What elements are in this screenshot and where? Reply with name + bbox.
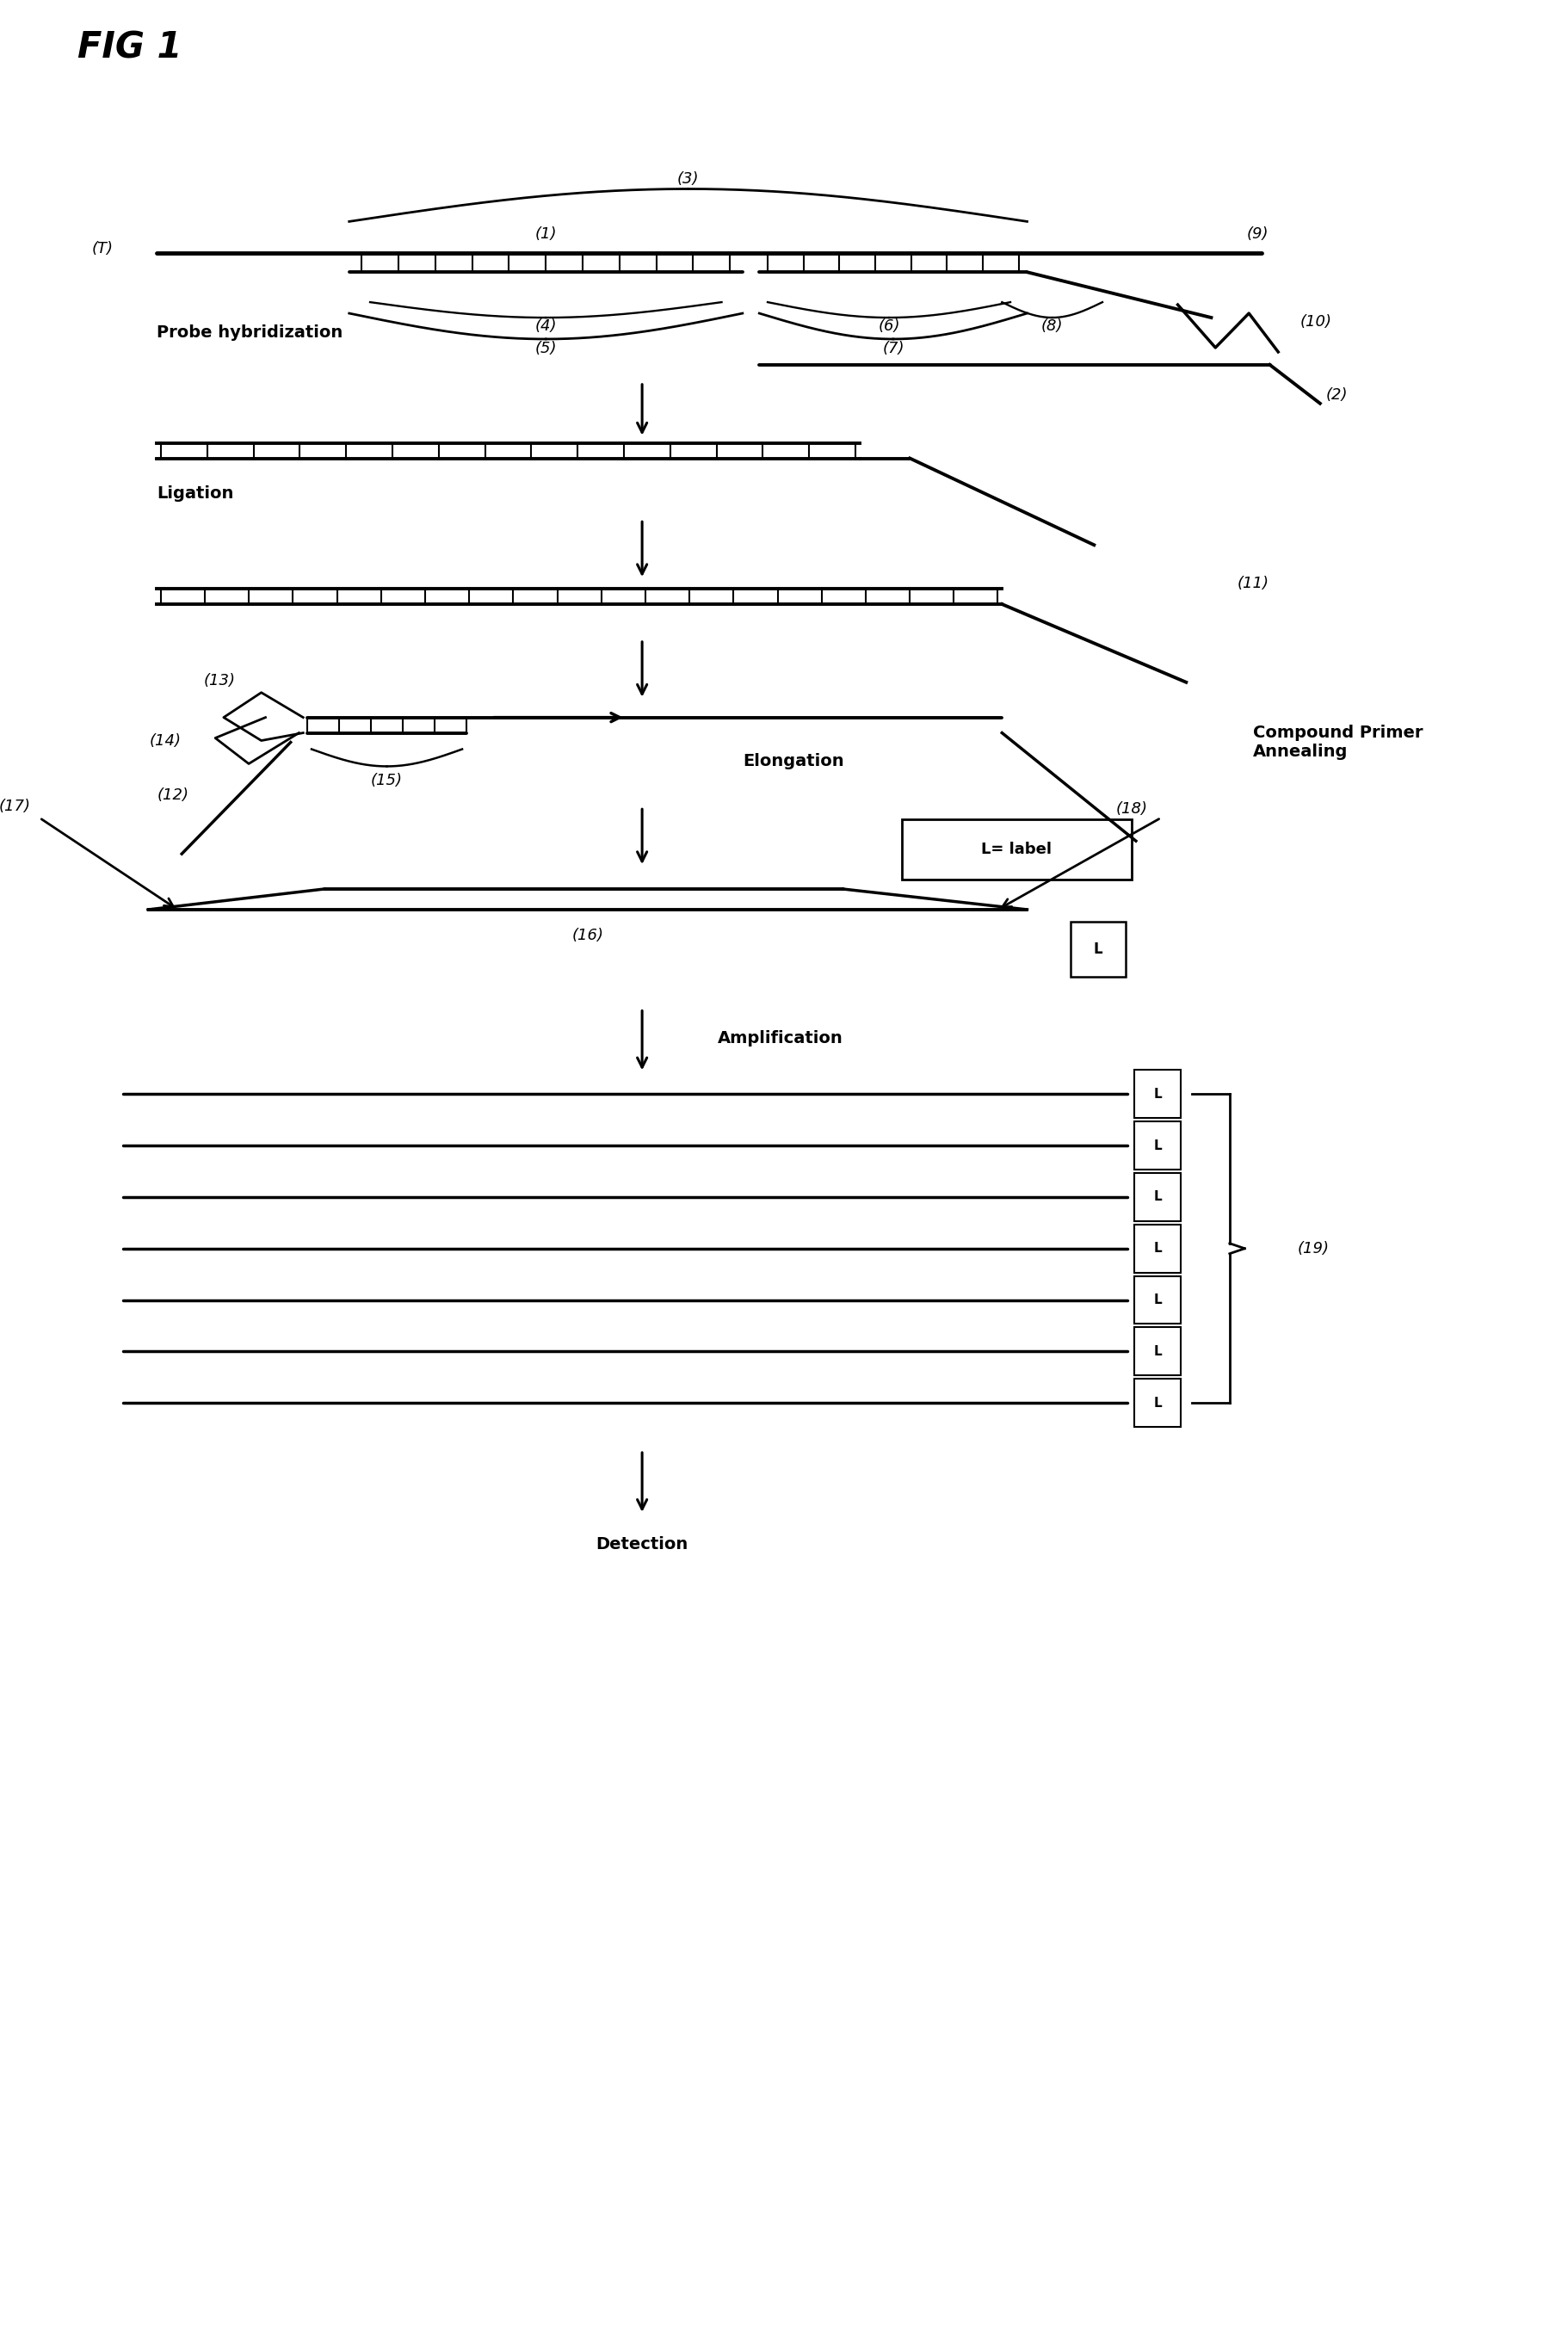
Text: (7): (7): [883, 340, 905, 357]
FancyBboxPatch shape: [1134, 1121, 1181, 1171]
Text: (15): (15): [372, 774, 403, 788]
Text: (17): (17): [0, 800, 30, 814]
Text: (2): (2): [1327, 387, 1348, 404]
Text: FIG 1: FIG 1: [77, 28, 182, 66]
Text: (13): (13): [204, 673, 235, 687]
Text: (12): (12): [157, 788, 190, 802]
Text: Detection: Detection: [596, 1537, 688, 1553]
Text: L: L: [1093, 941, 1102, 957]
Text: (14): (14): [149, 732, 180, 748]
Text: L: L: [1154, 1396, 1162, 1410]
Text: L: L: [1154, 1140, 1162, 1152]
FancyBboxPatch shape: [1134, 1276, 1181, 1323]
Text: (4): (4): [535, 319, 557, 333]
Text: (1): (1): [535, 228, 557, 242]
Text: Ligation: Ligation: [157, 486, 234, 502]
FancyBboxPatch shape: [1134, 1225, 1181, 1272]
Text: Probe hybridization: Probe hybridization: [157, 324, 343, 340]
Text: L: L: [1154, 1293, 1162, 1307]
Text: L: L: [1154, 1241, 1162, 1255]
Text: L: L: [1154, 1089, 1162, 1100]
Text: (3): (3): [677, 171, 699, 185]
FancyBboxPatch shape: [1134, 1328, 1181, 1375]
FancyBboxPatch shape: [1134, 1173, 1181, 1220]
Text: L= label: L= label: [982, 842, 1052, 856]
Text: Elongation: Elongation: [743, 753, 844, 769]
FancyBboxPatch shape: [1071, 922, 1126, 976]
Text: (10): (10): [1300, 314, 1331, 331]
Text: L: L: [1154, 1189, 1162, 1203]
Text: (8): (8): [1041, 319, 1063, 333]
Text: (18): (18): [1116, 802, 1148, 816]
FancyBboxPatch shape: [1134, 1379, 1181, 1426]
Text: (T): (T): [91, 242, 113, 256]
FancyBboxPatch shape: [902, 819, 1132, 880]
Text: (11): (11): [1237, 575, 1269, 591]
Text: (19): (19): [1297, 1241, 1330, 1255]
Text: L: L: [1154, 1344, 1162, 1358]
FancyBboxPatch shape: [1134, 1070, 1181, 1119]
Text: (16): (16): [572, 927, 604, 943]
Text: (9): (9): [1247, 228, 1269, 242]
Text: Amplification: Amplification: [718, 1030, 844, 1046]
Text: (6): (6): [878, 319, 900, 333]
Text: Compound Primer
Annealing: Compound Primer Annealing: [1253, 725, 1424, 760]
Text: (5): (5): [535, 340, 557, 357]
